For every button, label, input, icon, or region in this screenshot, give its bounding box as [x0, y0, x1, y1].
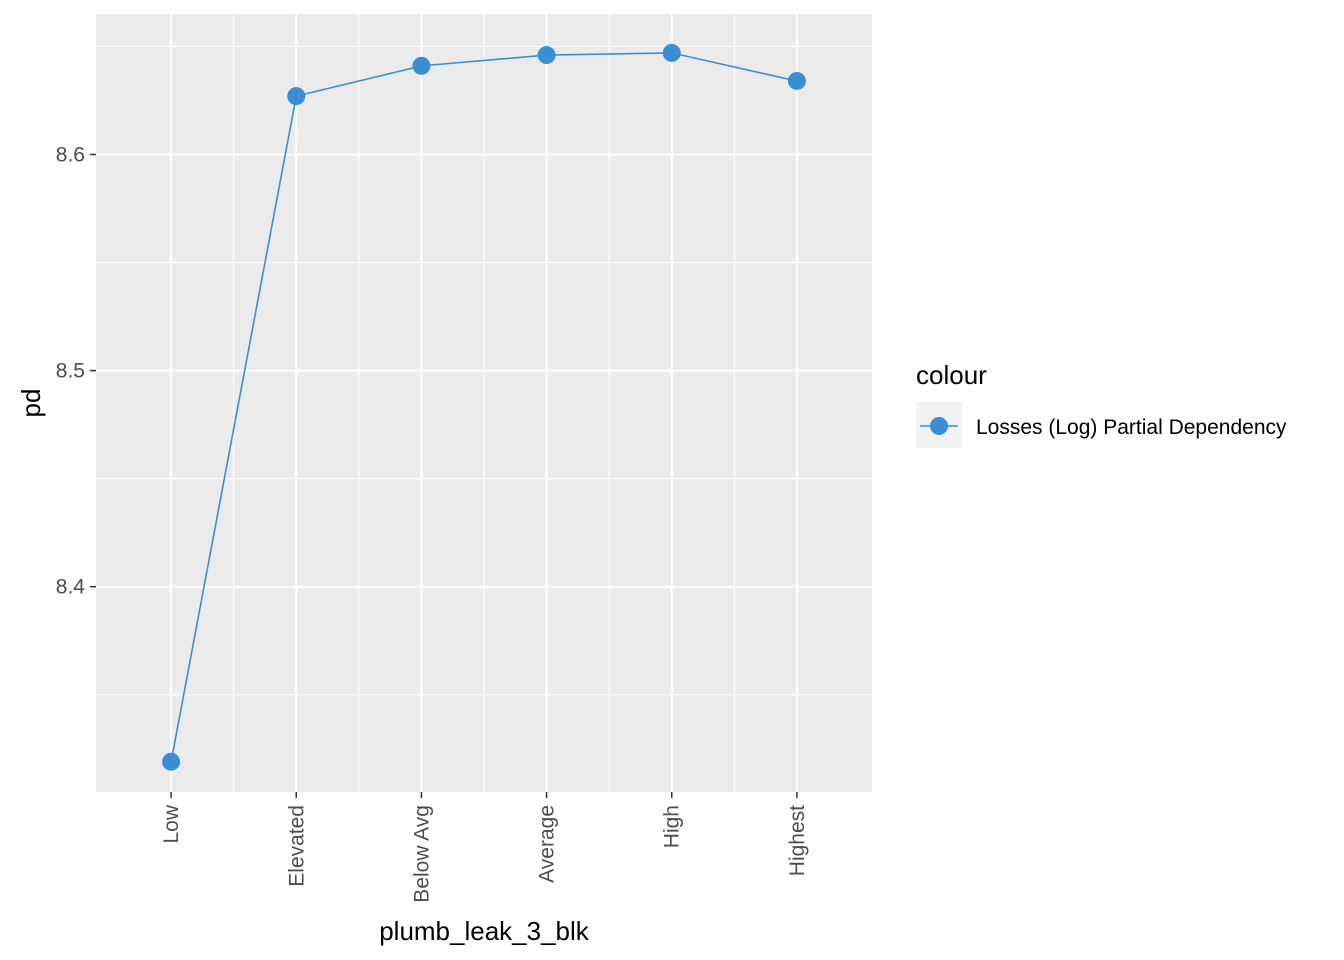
x-tick-label: Low: [160, 804, 183, 843]
x-axis: Low Elevated Below Avg Average High Highest: [160, 792, 809, 903]
y-axis-title: pd: [16, 389, 46, 418]
data-point: [787, 71, 806, 90]
major-gridlines-y: [96, 153, 872, 588]
y-tick-label: 8.5: [56, 360, 85, 383]
legend: colour Losses (Log) Partial Dependency: [916, 360, 1287, 448]
x-tick-label: High: [661, 805, 684, 848]
data-point: [412, 56, 431, 75]
data-point: [287, 87, 306, 106]
major-gridlines-x: [170, 14, 798, 792]
minor-gridlines-x: [233, 14, 735, 792]
x-axis-title: plumb_leak_3_blk: [379, 916, 590, 946]
legend-label: Losses (Log) Partial Dependency: [976, 416, 1287, 439]
y-axis: 8.4 8.5 8.6: [56, 143, 96, 599]
data-point: [662, 43, 681, 62]
data-point: [162, 752, 181, 771]
x-tick-label: Average: [536, 805, 559, 883]
legend-title: colour: [916, 360, 987, 390]
series-line: [170, 52, 798, 762]
series-layer: [162, 43, 806, 771]
y-tick-label: 8.4: [56, 576, 86, 599]
legend-key-point: [930, 417, 948, 435]
x-tick-label: Elevated: [285, 805, 308, 887]
y-tick-label: 8.6: [56, 143, 85, 166]
x-tick-label: Below Avg: [410, 805, 433, 903]
data-point: [537, 46, 556, 65]
x-tick-label: Highest: [786, 805, 809, 876]
